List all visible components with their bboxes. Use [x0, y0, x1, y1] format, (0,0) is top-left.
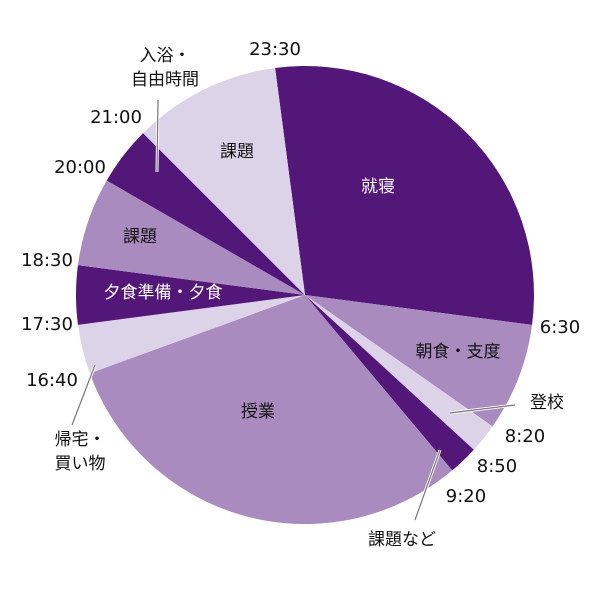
- leader-line: [449, 404, 516, 414]
- leader-line: [156, 99, 159, 173]
- time-label: 17:30: [21, 314, 73, 335]
- pie-slice: [143, 67, 305, 295]
- pie-slice: [77, 295, 305, 374]
- leader-line: [71, 364, 96, 426]
- slice-label: 夕食準備・夕食: [103, 283, 223, 303]
- time-label: 8:20: [504, 426, 546, 447]
- slice-label: 就寝: [361, 177, 395, 197]
- time-label: 20:00: [54, 157, 106, 178]
- time-label: 8:50: [476, 456, 518, 477]
- slice-label: 授業: [241, 402, 275, 422]
- time-label: 9:20: [445, 486, 487, 507]
- pie-slice: [89, 295, 453, 524]
- slice-label: 課題など: [368, 530, 436, 550]
- slice-label: 帰宅・ 買い物: [54, 430, 106, 474]
- slice-label: 入浴・ 自由時間: [131, 46, 199, 90]
- pie-slice: [305, 295, 533, 427]
- slice-label: 課題: [220, 142, 254, 162]
- pie-slice: [77, 180, 305, 295]
- pie-slice: [305, 295, 474, 471]
- pie-slice: [76, 265, 306, 325]
- time-label: 6:30: [539, 317, 581, 338]
- slice-label: 課題: [123, 227, 157, 247]
- slice-label: 朝食・支度: [415, 342, 501, 362]
- pie-slice: [305, 295, 493, 450]
- pie-slice: [106, 133, 306, 295]
- time-label: 16:40: [26, 370, 78, 391]
- time-label: 21:00: [90, 107, 142, 128]
- pie-slice: [275, 65, 534, 325]
- time-label: 23:30: [249, 39, 301, 60]
- leader-line: [414, 449, 441, 521]
- time-label: 18:30: [21, 250, 73, 271]
- slice-label: 登校: [530, 393, 564, 413]
